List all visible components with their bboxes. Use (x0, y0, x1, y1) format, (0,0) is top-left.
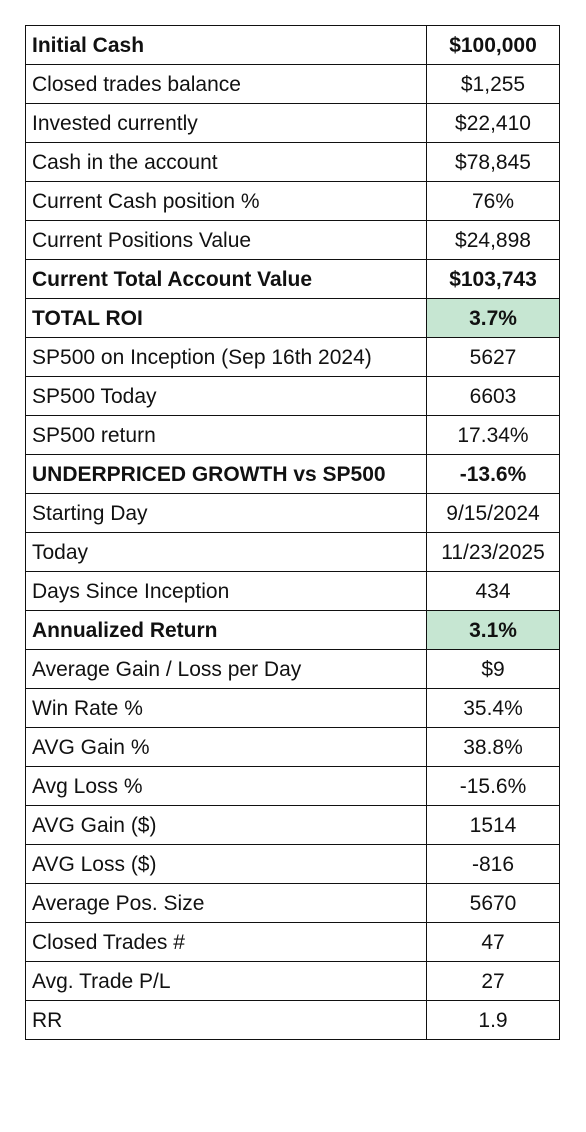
stat-label: SP500 on Inception (Sep 16th 2024) (25, 337, 427, 377)
stat-row: Cash in the account $78,845 (25, 142, 560, 182)
stat-value: 434 (426, 571, 560, 611)
stat-value: 38.8% (426, 727, 560, 767)
stat-row: Average Pos. Size 5670 (25, 883, 560, 923)
stat-row: TOTAL ROI 3.7% (25, 298, 560, 338)
stat-label: Current Cash position % (25, 181, 427, 221)
stat-label: AVG Gain ($) (25, 805, 427, 845)
stat-label: Average Pos. Size (25, 883, 427, 923)
stat-row: Avg Loss % -15.6% (25, 766, 560, 806)
stat-label: RR (25, 1000, 427, 1040)
stat-value: $9 (426, 649, 560, 689)
stat-value-highlighted: 3.1% (426, 610, 560, 650)
stat-label: SP500 return (25, 415, 427, 455)
stat-label: Cash in the account (25, 142, 427, 182)
stat-label: AVG Gain % (25, 727, 427, 767)
stat-value: -816 (426, 844, 560, 884)
stat-row: AVG Gain ($) 1514 (25, 805, 560, 845)
stat-value: $103,743 (426, 259, 560, 299)
stat-label: Starting Day (25, 493, 427, 533)
stat-row: SP500 on Inception (Sep 16th 2024) 5627 (25, 337, 560, 377)
stat-value: $24,898 (426, 220, 560, 260)
stat-label: Current Positions Value (25, 220, 427, 260)
stat-value: 6603 (426, 376, 560, 416)
stat-label: Avg. Trade P/L (25, 961, 427, 1001)
stat-row: Closed trades balance $1,255 (25, 64, 560, 104)
stat-value: $78,845 (426, 142, 560, 182)
stat-value: 35.4% (426, 688, 560, 728)
stat-row: Closed Trades #47 (25, 922, 560, 962)
stat-value: 11/23/2025 (426, 532, 560, 572)
stat-label: Closed Trades # (25, 922, 427, 962)
stat-row: Initial Cash $100,000 (25, 25, 560, 65)
stat-label: Annualized Return (25, 610, 427, 650)
portfolio-stats-table: Initial Cash $100,000 Closed trades balanc… (25, 25, 560, 1040)
stat-label: Current Total Account Value (25, 259, 427, 299)
stat-row: SP500 Today 6603 (25, 376, 560, 416)
stat-row: Invested currently $22,410 (25, 103, 560, 143)
stat-value: 47 (426, 922, 560, 962)
stat-label: SP500 Today (25, 376, 427, 416)
stat-value: 5670 (426, 883, 560, 923)
stat-value: -13.6% (426, 454, 560, 494)
stat-row: SP500 return 17.34% (25, 415, 560, 455)
stat-label: AVG Loss ($) (25, 844, 427, 884)
stat-row: Win Rate % 35.4% (25, 688, 560, 728)
stat-row: Current Cash position % 76% (25, 181, 560, 221)
stat-row: Average Gain / Loss per Day $9 (25, 649, 560, 689)
stat-label: Invested currently (25, 103, 427, 143)
stat-label: Closed trades balance (25, 64, 427, 104)
stat-row: AVG Gain % 38.8% (25, 727, 560, 767)
stat-value: $22,410 (426, 103, 560, 143)
stat-label: Avg Loss % (25, 766, 427, 806)
stat-row: AVG Loss ($) -816 (25, 844, 560, 884)
stat-row: Annualized Return 3.1% (25, 610, 560, 650)
stat-label: Win Rate % (25, 688, 427, 728)
stat-value: -15.6% (426, 766, 560, 806)
stat-value: $1,255 (426, 64, 560, 104)
stat-value: 76% (426, 181, 560, 221)
stat-label: Average Gain / Loss per Day (25, 649, 427, 689)
stat-label: UNDERPRICED GROWTH vs SP500 (25, 454, 427, 494)
stat-value: 5627 (426, 337, 560, 377)
stat-value: 9/15/2024 (426, 493, 560, 533)
stat-value: 17.34% (426, 415, 560, 455)
stat-row: RR 1.9 (25, 1000, 560, 1040)
stat-value: $100,000 (426, 25, 560, 65)
stat-value: 1.9 (426, 1000, 560, 1040)
stat-row: Avg. Trade P/L 27 (25, 961, 560, 1001)
stat-value-highlighted: 3.7% (426, 298, 560, 338)
stat-label: Today (25, 532, 427, 572)
stat-row: UNDERPRICED GROWTH vs SP500 -13.6% (25, 454, 560, 494)
stat-label: TOTAL ROI (25, 298, 427, 338)
stat-row: Current Total Account Value $103,743 (25, 259, 560, 299)
stat-row: Days Since Inception 434 (25, 571, 560, 611)
stat-row: Starting Day 9/15/2024 (25, 493, 560, 533)
stat-label: Days Since Inception (25, 571, 427, 611)
stat-row: Current Positions Value $24,898 (25, 220, 560, 260)
stat-row: Today 11/23/2025 (25, 532, 560, 572)
stats-table-body: Initial Cash $100,000 Closed trades balanc… (25, 25, 560, 1040)
stat-label: Initial Cash (25, 25, 427, 65)
stat-value: 1514 (426, 805, 560, 845)
stat-value: 27 (426, 961, 560, 1001)
